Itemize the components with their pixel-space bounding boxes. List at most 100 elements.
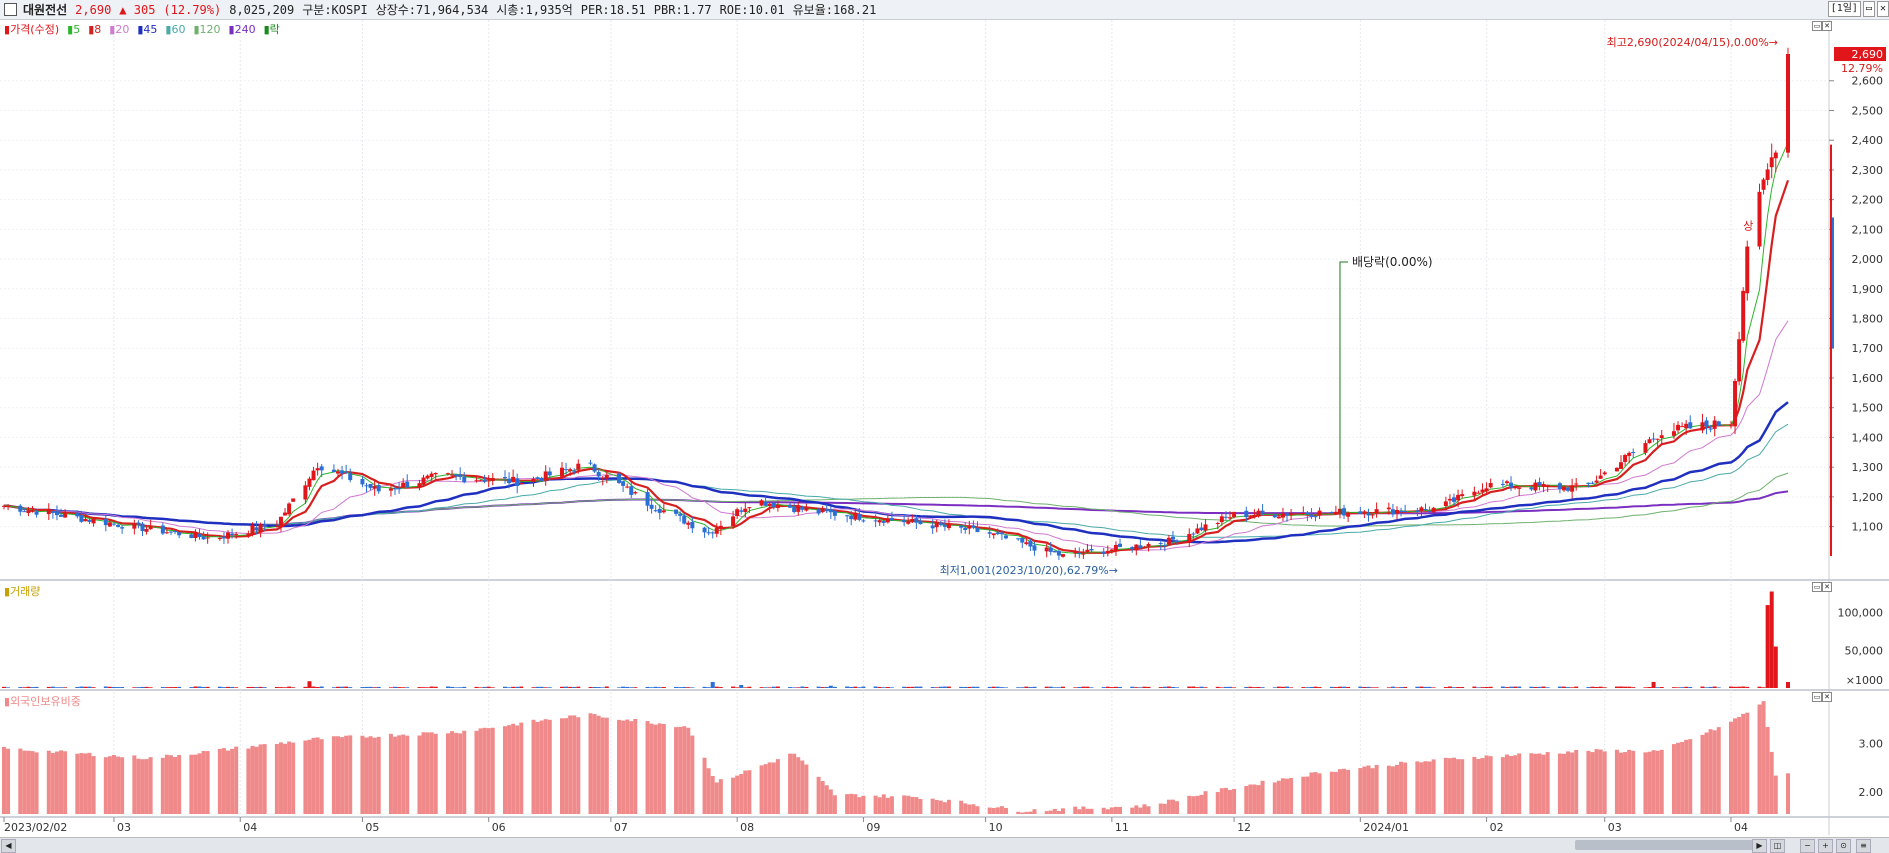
zoom-reset-icon[interactable]: ⊙ — [1836, 839, 1851, 853]
candle-body — [1659, 435, 1664, 438]
legend-price[interactable]: ▮가격(수정) — [4, 23, 60, 36]
foreign-panel-close-icon[interactable]: ✕ — [1822, 692, 1832, 702]
volume-bar — [657, 687, 662, 688]
candle-body — [629, 486, 634, 495]
zoom-in-icon[interactable]: + — [1818, 839, 1833, 853]
volume-panel-min-icon[interactable]: ▭ — [1812, 582, 1822, 592]
legend-ma45[interactable]: ▮45 — [137, 23, 158, 36]
foreign-bar — [1187, 795, 1192, 814]
volume-bar — [421, 687, 426, 688]
foreign-bar — [502, 726, 507, 814]
candle-body — [189, 534, 194, 538]
foreign-bar — [1256, 785, 1261, 814]
volume-bar — [1272, 687, 1277, 688]
legend-ma60[interactable]: ▮60 — [165, 23, 186, 36]
foreign-bar — [1574, 749, 1579, 814]
legend-ma8[interactable]: ▮8 — [88, 23, 102, 36]
restore-icon[interactable]: ▭ — [1862, 1, 1875, 17]
legend-ma20[interactable]: ▮20 — [109, 23, 130, 36]
candle-body — [1594, 480, 1599, 483]
scroll-menu-icon[interactable]: ≡ — [1856, 839, 1871, 853]
foreign-panel-min-icon[interactable]: ▭ — [1812, 692, 1822, 702]
scroll-right-icon[interactable]: ▶ — [1752, 839, 1767, 853]
candle-body — [490, 477, 495, 481]
price-panel-close-icon[interactable]: ✕ — [1822, 21, 1832, 31]
scroll-left-icon[interactable]: ◀ — [1, 839, 16, 853]
candle-body — [103, 518, 108, 526]
foreign-legend[interactable]: ▮외국인보유비중 — [4, 695, 81, 708]
foreign-bar — [1337, 769, 1342, 814]
volume-bar — [54, 687, 59, 688]
candle-body — [625, 486, 630, 488]
foreign-bar — [1570, 752, 1575, 814]
volume-legend[interactable]: ▮거래량 — [4, 585, 41, 598]
price-panel-min-icon[interactable]: ▭ — [1812, 21, 1822, 31]
candle-body — [429, 473, 434, 477]
foreign-bar — [425, 732, 430, 814]
candle-body — [873, 520, 878, 522]
foreign-bar — [1386, 765, 1391, 814]
volume-bar — [173, 687, 178, 688]
foreign-bar — [1769, 751, 1774, 814]
float-rate-text: 유보율:168.21 — [792, 3, 877, 17]
horizontal-scrollbar[interactable]: ◀ ▶ ◫ − + ⊙ ≡ — [0, 837, 1889, 853]
volume-bar — [1081, 686, 1086, 688]
candle-body — [967, 526, 972, 529]
zoom-out-icon[interactable]: − — [1800, 839, 1815, 853]
low-annotation: 최저1,001(2023/10/20),62.79%→ — [940, 564, 1118, 577]
foreign-tick-label: 3.00 — [1859, 738, 1884, 751]
legend-ma5[interactable]: ▮5 — [67, 23, 81, 36]
legend-ma120[interactable]: ▮120 — [193, 23, 221, 36]
candle-body — [914, 518, 919, 523]
foreign-bar — [197, 753, 202, 814]
stock-name[interactable]: 대원전선 — [23, 3, 68, 17]
volume-bar — [1374, 687, 1379, 688]
volume-bar — [674, 686, 679, 688]
period-button[interactable]: [1일] — [1827, 1, 1861, 17]
volume-bar — [1631, 687, 1636, 688]
volume-bar — [775, 686, 780, 688]
candle-body — [315, 468, 320, 471]
candle-body — [59, 514, 64, 517]
volume-bar — [832, 686, 837, 688]
scroll-range-icon[interactable]: ◫ — [1770, 839, 1785, 853]
candle-body — [1431, 507, 1436, 513]
candle-body — [1374, 509, 1379, 514]
foreign-bar — [1619, 752, 1623, 814]
dividend-marker — [1339, 261, 1348, 515]
foreign-bar — [1289, 778, 1294, 814]
foreign-bar — [991, 807, 996, 814]
scroll-thumb[interactable] — [1575, 840, 1765, 850]
candle-body — [800, 507, 805, 510]
candle-body — [1737, 339, 1742, 382]
candle-body — [1688, 422, 1693, 429]
volume-bar — [633, 687, 638, 688]
foreign-bar — [1366, 765, 1371, 814]
foreign-bar — [1545, 752, 1550, 814]
candle-body — [1130, 547, 1135, 550]
candle-body — [1081, 553, 1086, 555]
window-icon[interactable] — [4, 3, 17, 16]
candle-body — [1509, 482, 1514, 488]
candle-body — [18, 505, 23, 512]
close-icon[interactable]: ✕ — [1876, 1, 1889, 17]
legend-ma240[interactable]: ▮240 — [228, 23, 256, 36]
candle-body — [649, 504, 654, 509]
volume-bar — [800, 686, 805, 688]
foreign-bar — [193, 754, 198, 814]
foreign-bar — [1191, 796, 1196, 814]
candle-body — [164, 532, 169, 534]
volume-bar — [1032, 686, 1037, 688]
candle-body — [401, 482, 406, 488]
legend-ex[interactable]: ▮락 — [263, 23, 280, 36]
candle-body — [1488, 483, 1493, 488]
volume-bar — [1073, 687, 1078, 688]
candle-body — [1195, 528, 1200, 534]
volume-panel-close-icon[interactable]: ✕ — [1822, 582, 1832, 592]
foreign-bar — [1105, 809, 1110, 814]
candle-body — [735, 509, 740, 516]
foreign-bar — [478, 728, 483, 814]
volume-bar — [938, 686, 943, 688]
volume-bar — [678, 687, 683, 688]
